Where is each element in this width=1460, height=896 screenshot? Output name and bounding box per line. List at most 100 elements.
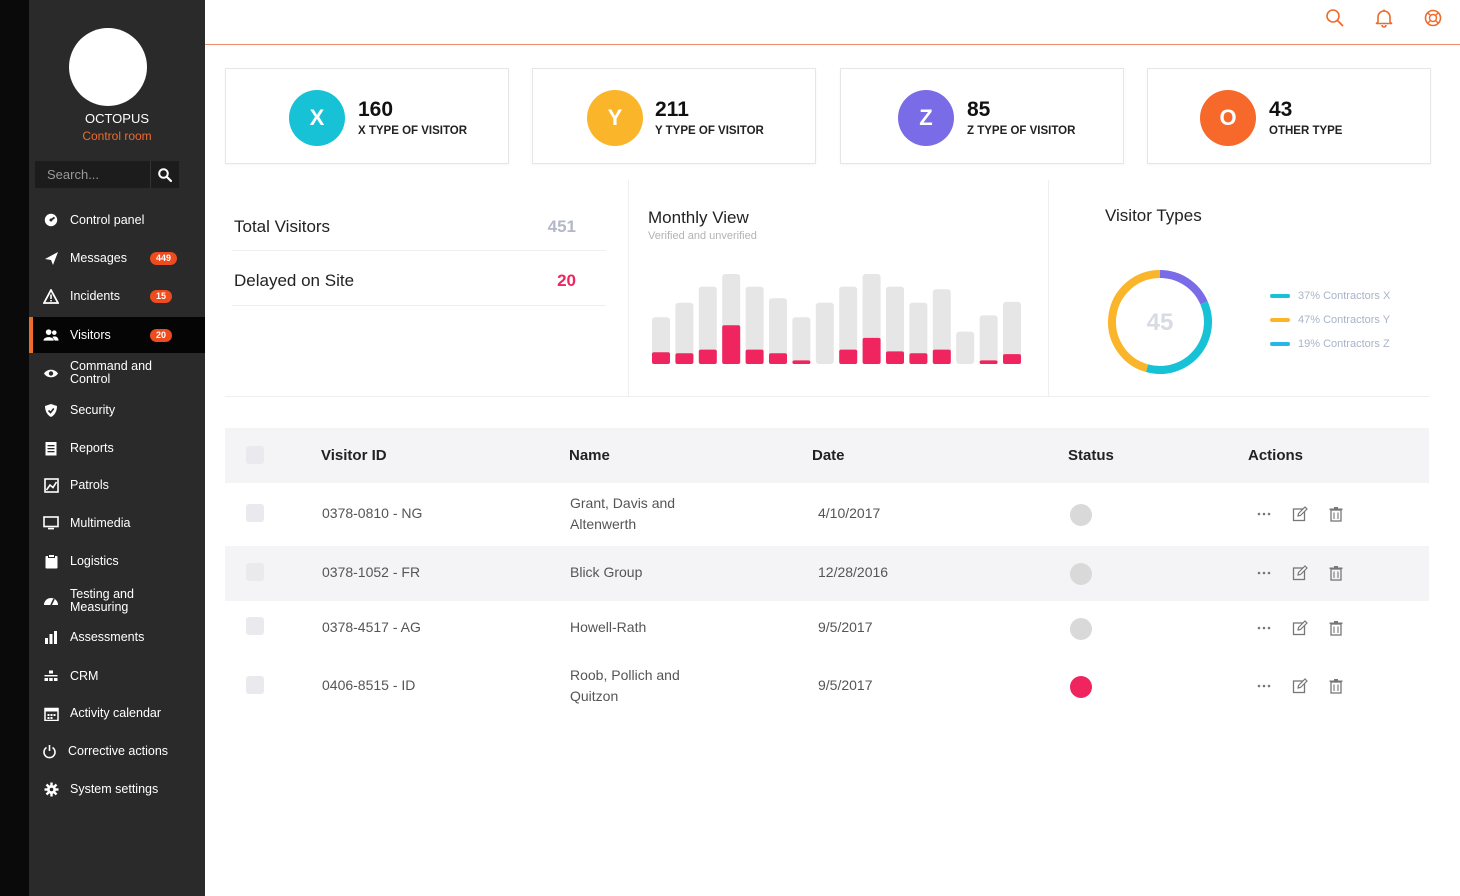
monthly-view-title: Monthly View <box>648 208 749 227</box>
sidebar-item-activity-calendar[interactable]: Activity calendar <box>29 695 205 731</box>
row-checkbox[interactable] <box>246 617 264 635</box>
stat-card-z: Z 85 Z TYPE OF VISITOR <box>840 68 1124 164</box>
visitor-name: Howell-Rath <box>570 619 647 635</box>
status-indicator <box>1070 563 1092 585</box>
patrol-icon <box>43 477 59 493</box>
edit-button[interactable] <box>1292 620 1308 636</box>
bar-total <box>769 298 787 364</box>
support-icon <box>1424 9 1442 27</box>
gear-icon <box>43 781 59 797</box>
monthly-view-subtitle: Verified and unverified <box>648 230 757 242</box>
visitor-date: 9/5/2017 <box>818 677 873 693</box>
sidebar-item-label: Incidents <box>70 288 121 303</box>
sidebar-item-testing-and-measuring[interactable]: Testing and Measuring <box>29 583 205 619</box>
row-checkbox[interactable] <box>246 504 264 522</box>
legend-label: 47% Contractors Y <box>1298 314 1391 326</box>
clipboard-icon <box>43 553 59 569</box>
row-checkbox[interactable] <box>246 676 264 694</box>
incidents-badge: 15 <box>150 289 173 303</box>
bar-highlight <box>932 349 951 364</box>
visitor-date: 4/10/2017 <box>818 505 881 521</box>
sidebar-item-assessments[interactable]: Assessments <box>29 619 205 655</box>
power-icon <box>41 743 57 759</box>
column-header-date[interactable]: Date <box>812 447 845 464</box>
sidebar-item-security[interactable]: Security <box>29 392 205 428</box>
select-all-checkbox[interactable] <box>246 446 264 464</box>
edit-button[interactable] <box>1292 506 1308 522</box>
sidebar-item-label: Activity calendar <box>70 705 162 720</box>
header-search-button[interactable] <box>1325 8 1345 28</box>
delete-button[interactable] <box>1328 678 1344 694</box>
edit-icon <box>1292 620 1308 636</box>
total-visitors-value: 451 <box>547 217 576 236</box>
legend-label: 37% Contractors X <box>1298 290 1391 302</box>
edit-button[interactable] <box>1292 678 1308 694</box>
delete-button[interactable] <box>1328 565 1344 581</box>
more-button[interactable] <box>1256 678 1272 694</box>
sidebar-item-visitors[interactable]: Visitors 20 <box>29 317 205 353</box>
dashboard-icon <box>43 212 59 228</box>
brand-name: OCTOPUS <box>84 111 150 126</box>
more-button[interactable] <box>1256 506 1272 522</box>
eye-icon <box>43 365 59 381</box>
sidebar-item-corrective-actions[interactable]: Corrective actions <box>29 733 205 769</box>
notifications-button[interactable] <box>1374 8 1394 28</box>
edit-button[interactable] <box>1292 565 1308 581</box>
visitor-date: 9/5/2017 <box>818 619 873 635</box>
status-indicator <box>1070 618 1092 640</box>
column-header-status[interactable]: Status <box>1068 447 1114 464</box>
stat-badge-other: O <box>1200 90 1256 146</box>
sidebar-item-incidents[interactable]: Incidents 15 <box>29 278 205 314</box>
sidebar-item-system-settings[interactable]: System settings <box>29 771 205 807</box>
stat-badge-x: X <box>289 90 345 146</box>
bar-highlight <box>745 349 764 364</box>
sidebar-item-label: Reports <box>70 440 114 455</box>
bar-total <box>932 289 951 364</box>
delete-button[interactable] <box>1328 620 1344 636</box>
column-header-name[interactable]: Name <box>569 447 610 464</box>
report-icon <box>43 440 59 456</box>
window-edge <box>0 0 29 896</box>
bar-total <box>909 302 928 364</box>
bar-total <box>839 286 858 364</box>
row-checkbox[interactable] <box>246 563 264 581</box>
visitor-types-donut: 45 <box>1108 270 1212 374</box>
more-button[interactable] <box>1256 620 1272 636</box>
sidebar-item-command-and-control[interactable]: Command and Control <box>29 355 205 391</box>
more-icon <box>1257 684 1271 688</box>
visitor-types-title: Visitor Types <box>1105 206 1202 225</box>
sidebar-item-reports[interactable]: Reports <box>29 430 205 466</box>
search-button[interactable] <box>150 161 179 188</box>
bar-highlight <box>722 325 741 364</box>
messages-badge: 449 <box>150 251 178 265</box>
stat-value: 211 <box>655 98 689 121</box>
total-visitors-label: Total Visitors <box>234 217 331 236</box>
table-header <box>225 428 1429 483</box>
trash-icon <box>1329 507 1343 522</box>
users-icon <box>43 327 59 343</box>
sidebar-item-multimedia[interactable]: Multimedia <box>29 505 205 541</box>
stat-value: 43 <box>1269 98 1293 121</box>
donut-segment <box>1108 270 1161 373</box>
bar-total <box>886 286 904 364</box>
sidebar-item-control-panel[interactable]: Control panel <box>29 202 205 238</box>
sidebar-item-patrols[interactable]: Patrols <box>29 467 205 503</box>
sidebar-item-crm[interactable]: CRM <box>29 658 205 694</box>
avatar[interactable] <box>69 28 147 106</box>
legend-item: 37% Contractors X <box>1270 290 1390 302</box>
delayed-row: Delayed on Site 20 <box>234 271 606 291</box>
delete-button[interactable] <box>1328 506 1344 522</box>
visitor-id: 0378-1052 - FR <box>322 564 421 580</box>
sidebar-item-messages[interactable]: Messages 449 <box>29 240 205 276</box>
sidebar-item-logistics[interactable]: Logistics <box>29 543 205 579</box>
column-header-visitor-id[interactable]: Visitor ID <box>321 447 387 464</box>
header-divider <box>205 44 1460 45</box>
support-button[interactable] <box>1423 8 1443 28</box>
stat-badge-z: Z <box>898 90 954 146</box>
more-button[interactable] <box>1256 565 1272 581</box>
legend-label: 19% Contractors Z <box>1298 338 1390 350</box>
visitor-date: 12/28/2016 <box>818 564 889 580</box>
stat-label: X TYPE OF VISITOR <box>358 125 468 137</box>
delayed-label: Delayed on Site <box>234 271 355 290</box>
bar-total <box>745 286 764 364</box>
